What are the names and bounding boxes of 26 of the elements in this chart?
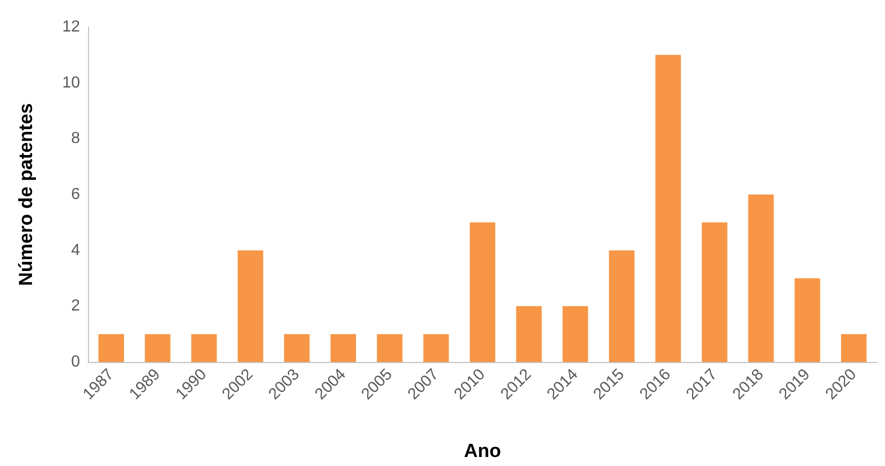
y-tick-label: 12	[62, 18, 80, 36]
bar	[98, 334, 124, 362]
bar	[748, 194, 774, 362]
bar	[516, 306, 542, 362]
x-axis-title: Ano	[464, 441, 501, 462]
y-tick-label: 6	[71, 186, 80, 203]
bar	[284, 334, 310, 362]
y-tick-label: 8	[71, 130, 80, 148]
bar	[608, 250, 634, 362]
bar	[191, 334, 217, 362]
bar	[841, 334, 867, 362]
bar	[562, 306, 588, 362]
y-axis-title: Número de patentes	[16, 103, 37, 286]
bar	[144, 334, 170, 362]
bar	[330, 334, 356, 362]
bar	[376, 334, 402, 362]
y-tick-label: 2	[71, 298, 80, 315]
bar	[702, 222, 728, 362]
bar	[238, 250, 264, 362]
bar	[423, 334, 449, 362]
y-tick-label: 10	[62, 74, 80, 92]
bar	[794, 278, 820, 362]
y-tick-label: 0	[71, 354, 80, 370]
bar	[470, 222, 496, 362]
bar	[655, 54, 681, 362]
y-tick-label: 4	[71, 242, 80, 259]
